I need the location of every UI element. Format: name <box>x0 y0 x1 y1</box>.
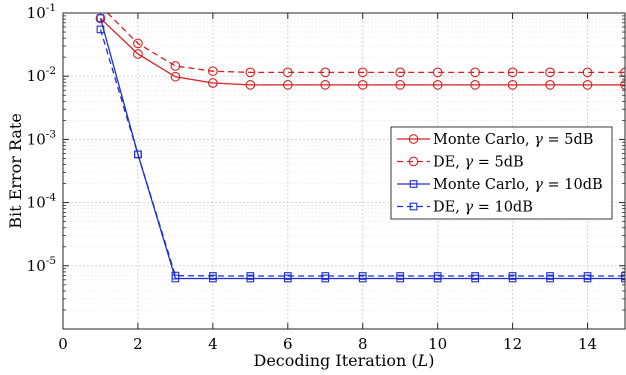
data-point-circle <box>545 79 555 90</box>
series-line <box>106 13 625 74</box>
x-axis-label: Decoding Iteration (L) <box>254 351 435 370</box>
data-point-square <box>433 272 442 280</box>
x-tick-label: 12 <box>503 335 522 353</box>
data-point-square <box>96 25 105 34</box>
data-point-circle <box>245 67 256 78</box>
data-point-circle <box>432 79 443 90</box>
data-point-square <box>358 272 367 280</box>
data-point-square <box>621 272 625 280</box>
legend-label: DE, γ = 10dB <box>433 200 533 216</box>
series-layer <box>95 1 625 283</box>
plot-frame <box>62 12 626 330</box>
data-point-circle <box>357 79 368 90</box>
data-point-square <box>508 272 517 280</box>
series-line <box>99 17 625 280</box>
legend-label: Monte Carlo, γ = 5dB <box>433 132 593 148</box>
data-point-circle <box>133 38 143 49</box>
data-point-circle <box>507 79 518 90</box>
data-point-circle <box>208 78 218 88</box>
data-point-circle <box>582 79 593 90</box>
y-tick-label: 10-5 <box>27 255 56 275</box>
data-point-square <box>171 271 180 280</box>
data-point-circle <box>320 79 331 90</box>
data-point-circle <box>282 79 293 90</box>
data-point-circle <box>507 67 518 78</box>
data-point-square <box>583 272 592 280</box>
ticks: 10-5 10-4 10-3 10-2 10-1 0 2 4 6 8 10 12 14 <box>27 2 625 353</box>
data-point-square <box>283 272 292 280</box>
y-tick-label: 10-2 <box>27 65 56 85</box>
data-point-circle <box>545 67 555 78</box>
data-point-circle <box>96 1 105 10</box>
x-tick-label: 2 <box>133 335 143 353</box>
data-point-square <box>321 272 330 280</box>
data-point-circle <box>357 67 368 78</box>
legend-box <box>390 126 613 220</box>
x-tick-label: 8 <box>358 335 368 353</box>
grid <box>62 12 625 329</box>
data-point-square <box>471 272 479 280</box>
legend-marker-square <box>409 202 418 211</box>
data-point-square <box>134 150 142 159</box>
data-point-circle <box>395 67 406 78</box>
data-point-circle <box>470 67 480 78</box>
data-point-circle <box>208 66 218 77</box>
data-point-circle <box>245 79 256 90</box>
data-point-circle <box>620 79 625 90</box>
data-point-square <box>396 272 405 280</box>
data-point-square <box>246 272 255 280</box>
legend-marker-circle <box>408 156 419 167</box>
data-point-circle <box>395 79 406 90</box>
data-point-square <box>96 14 105 22</box>
data-point-circle <box>95 13 106 24</box>
data-point-square <box>209 272 217 280</box>
data-point-square <box>546 272 554 280</box>
x-tick-label: 10 <box>428 335 447 353</box>
y-tick-label: 10-1 <box>27 2 56 22</box>
data-point-circle <box>170 71 181 82</box>
series-line <box>99 29 625 277</box>
y-tick-label: 10-4 <box>27 192 57 212</box>
series-line <box>100 17 625 86</box>
data-point-circle <box>470 79 480 90</box>
legend-marker-circle <box>408 134 419 144</box>
legend-label: DE, γ = 5dB <box>433 155 524 171</box>
data-point-circle <box>133 49 143 59</box>
legend: Monte Carlo, γ = 5dB DE, γ = 5dB Monte Car… <box>390 126 613 220</box>
data-point-circle <box>582 67 593 78</box>
x-tick-label: 4 <box>208 335 218 353</box>
data-point-circle <box>320 67 331 78</box>
x-tick-label: 14 <box>578 335 597 353</box>
data-point-circle <box>170 61 181 71</box>
legend-marker-square <box>409 180 418 188</box>
y-axis-label: Bit Error Rate <box>6 113 25 229</box>
legend-label: Monte Carlo, γ = 10dB <box>433 177 603 193</box>
x-tick-label: 0 <box>58 335 68 353</box>
y-tick-label: 10-3 <box>27 128 56 148</box>
x-tick-label: 6 <box>283 335 293 353</box>
data-point-circle <box>432 67 443 78</box>
data-point-circle <box>282 67 293 78</box>
data-point-circle <box>620 67 625 78</box>
